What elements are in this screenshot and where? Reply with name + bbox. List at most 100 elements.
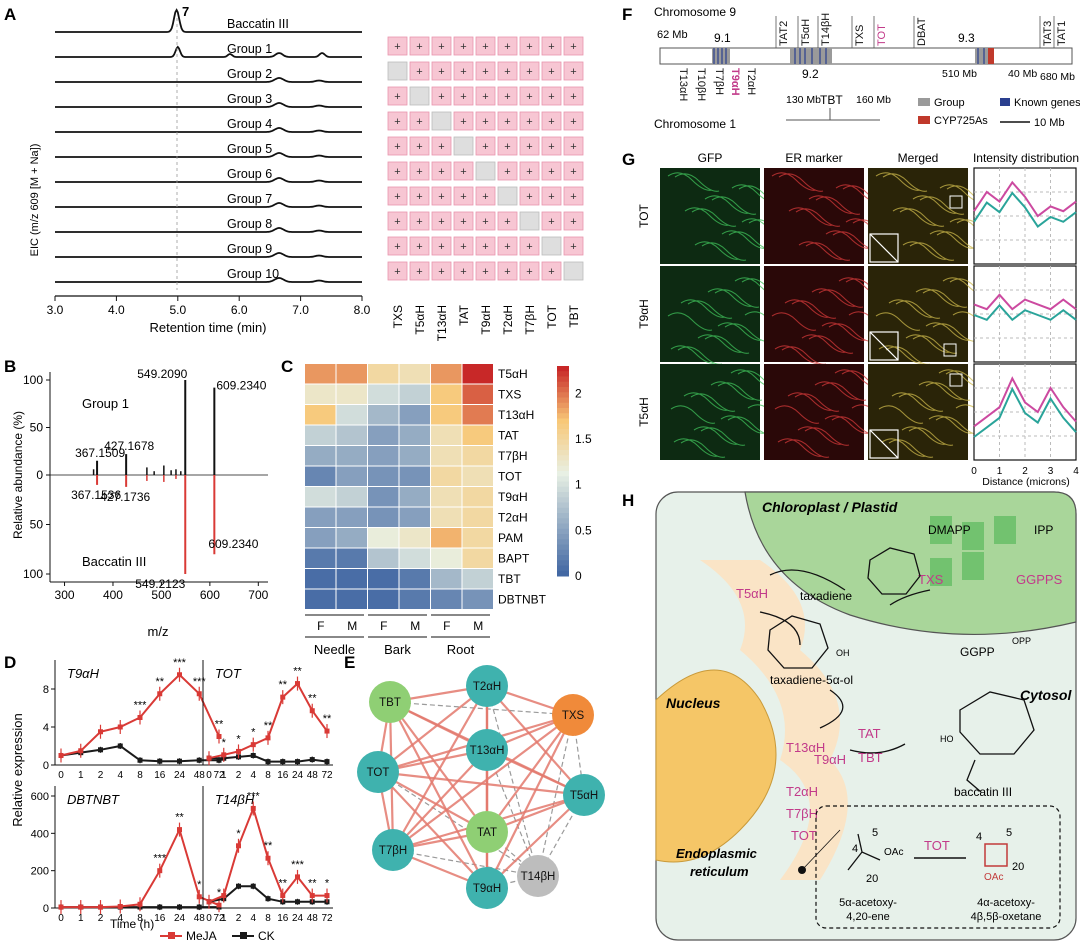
colorbar-segment (557, 555, 569, 561)
x-tick-label: 24 (292, 770, 304, 781)
heatmap-cell (305, 589, 336, 609)
legend-known-label: Known genes (1014, 97, 1080, 109)
plus-sign: + (416, 241, 422, 253)
micrograph-panel (868, 364, 968, 460)
colorbar-segment (557, 392, 569, 398)
y-tick-label: 50 (30, 518, 44, 532)
chloroplast-shape (744, 491, 1077, 636)
reaction-arrow (759, 611, 801, 646)
taxadienol-structure (767, 615, 829, 669)
heatmap-cell (462, 507, 493, 527)
heatmap-cell (431, 466, 462, 486)
x-tick-label: 2 (98, 770, 104, 781)
heatmap-cell (399, 589, 430, 609)
x-tick-label: 3.0 (47, 303, 64, 317)
grid-cell (497, 136, 518, 156)
heatmap-cell (399, 466, 430, 486)
peak-mz-label: 549.2123 (135, 577, 185, 591)
colorbar-segment (557, 429, 569, 435)
x-tick-label: 72 (213, 770, 225, 781)
chromatogram-trace (55, 45, 362, 58)
grid-cell (453, 111, 474, 131)
heatmap-cell (462, 528, 493, 548)
enzyme-txs: TXS (918, 572, 944, 587)
heatmap-gene-label: TBT (498, 572, 521, 586)
grid-cell (387, 111, 408, 131)
grid-cell (387, 86, 408, 106)
legend-ck-marker (240, 932, 247, 939)
colorbar-segment (557, 523, 569, 530)
grid-cell (387, 236, 408, 256)
x-tick-label: 48 (194, 913, 206, 924)
plus-sign: + (570, 166, 576, 178)
heatmap-cell (368, 425, 399, 445)
plus-sign: + (526, 241, 532, 253)
heatmap-column-label: F (443, 619, 450, 633)
y-tick-label: 8 (43, 684, 49, 696)
plus-sign: + (548, 166, 554, 178)
colorbar-tick-label: 1.5 (575, 432, 592, 446)
substrate-ipp: IPP (1034, 523, 1053, 537)
panel-a: A Baccatin III Group 1 Group 2 Group 3 Group… (4, 4, 584, 341)
trace-label: Group 2 (227, 67, 272, 81)
plus-sign: + (460, 66, 466, 78)
gene-label: T14βH (820, 13, 832, 46)
network-node (466, 811, 508, 853)
heatmap-cell (431, 405, 462, 425)
chromatogram-trace (55, 277, 362, 283)
gene-group-block (975, 48, 990, 64)
grid-cell (475, 136, 496, 156)
colorbar-segment (557, 455, 569, 461)
heatmap-cell (368, 548, 399, 568)
colorbar-segment (557, 465, 569, 472)
x-tick-label: 1 (221, 913, 227, 924)
grid-cell (497, 161, 518, 181)
gene-label: T5αH (800, 19, 812, 46)
colorbar-segment (557, 565, 569, 572)
x-tick-label: 0 (971, 466, 977, 477)
thylakoid-stack (930, 558, 952, 586)
x-tick-label: 300 (55, 588, 75, 602)
grid-cell (453, 86, 474, 106)
subplot-title: T9αH (67, 666, 100, 681)
plus-sign: + (504, 116, 510, 128)
gene-label: T13αH (677, 68, 689, 101)
colorbar-tick-label: 0 (575, 569, 582, 583)
expression-heatmap: T5αH TXS T13αH TAT T7βH TOT T9αH T2αH PAM BAPT TBT… (305, 364, 592, 657)
gfp-intensity-line (973, 191, 1077, 229)
legend-group-label: Group (934, 97, 965, 109)
carbon-number: 20 (866, 873, 878, 885)
grid-cell (541, 61, 562, 81)
x-tick-label: 4.0 (108, 303, 125, 317)
gene-group-block (712, 48, 730, 64)
gene-label: T10βH (695, 68, 707, 101)
plus-sign: + (526, 116, 532, 128)
grid-cell (475, 111, 496, 131)
heatmap-cell (368, 589, 399, 609)
ene-structure (847, 833, 881, 871)
colorbar-segment (557, 544, 569, 551)
colorbar-segment (557, 408, 569, 414)
plus-sign: + (570, 91, 576, 103)
heatmap-cell (368, 466, 399, 486)
peak-mz-label: 549.2090 (137, 367, 187, 381)
cyp725-block (988, 48, 994, 64)
er-enzyme-label: T7βH (786, 806, 818, 821)
heatmap-cell (399, 528, 430, 548)
x-tick-label: 7.0 (292, 303, 309, 317)
carbon-number: 4 (852, 843, 858, 855)
heatmap-gene-label: PAM (498, 531, 523, 545)
trace-label: Group 5 (227, 142, 272, 156)
er-shape (700, 560, 848, 880)
plus-sign: + (482, 216, 488, 228)
significance-stars: ** (155, 676, 164, 688)
coordinate-label: 40 Mb (1008, 68, 1037, 80)
grid-cell (409, 136, 430, 156)
plus-sign: + (416, 166, 422, 178)
opp-label: OPP (1012, 636, 1031, 646)
heatmap-cell (462, 425, 493, 445)
plus-sign: + (416, 191, 422, 203)
grid-cell (387, 261, 408, 281)
panel-b-label: B (4, 357, 16, 376)
